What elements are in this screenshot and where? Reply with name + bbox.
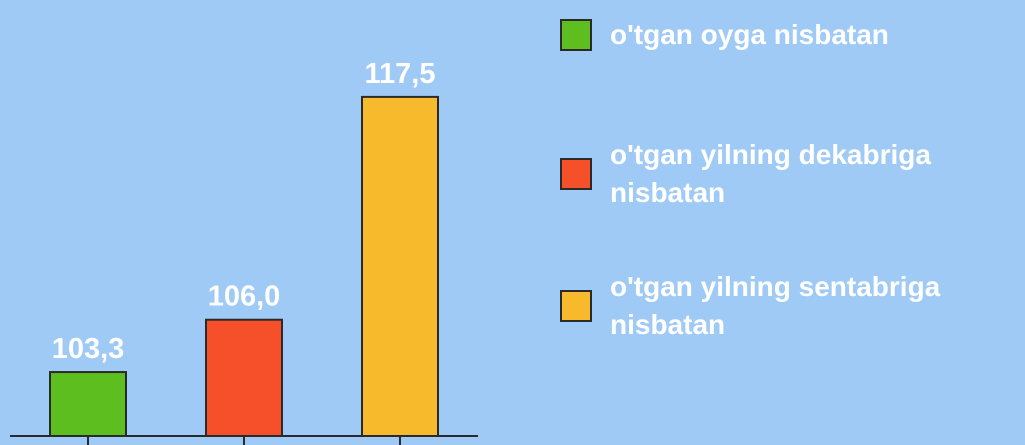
value-label: 103,3 bbox=[52, 333, 125, 365]
legend-item: o'tgan oyga nisbatan bbox=[560, 16, 1010, 54]
legend-item: o'tgan yilning sentabriga nisbatan bbox=[560, 268, 1010, 344]
legend-swatch bbox=[560, 19, 592, 51]
bar bbox=[361, 95, 439, 437]
bar bbox=[49, 371, 127, 438]
bar bbox=[205, 318, 283, 438]
legend-label: o'tgan yilning dekabriga nisbatan bbox=[610, 139, 931, 208]
legend-swatch bbox=[560, 290, 592, 322]
legend-swatch bbox=[560, 158, 592, 190]
legend-item: o'tgan yilning dekabriga nisbatan bbox=[560, 136, 1010, 212]
value-label: 117,5 bbox=[365, 58, 436, 90]
legend-label: o'tgan yilning sentabriga nisbatan bbox=[610, 271, 941, 340]
legend-label: o'tgan oyga nisbatan bbox=[610, 19, 889, 50]
value-label: 106,0 bbox=[208, 281, 281, 313]
